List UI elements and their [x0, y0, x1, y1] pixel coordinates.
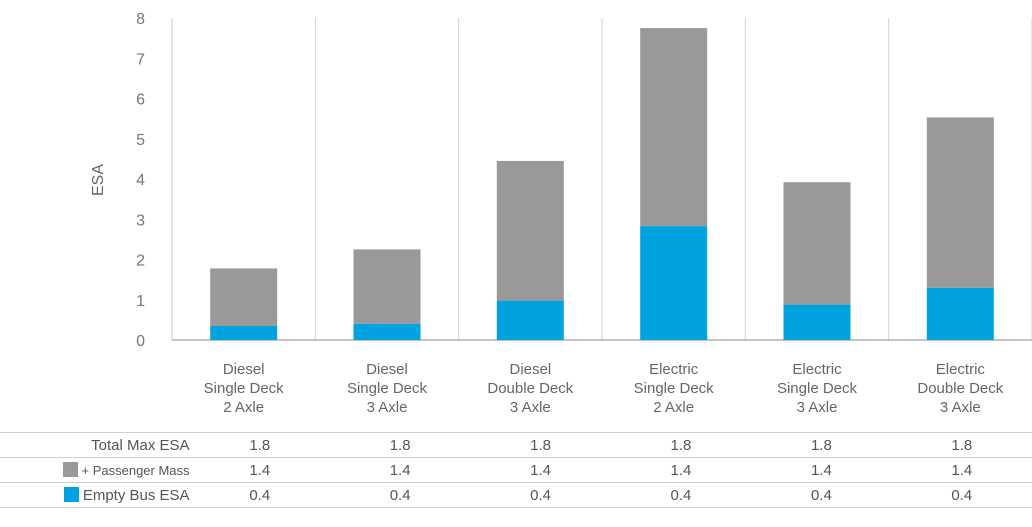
- y-ticks: 0 1 2 3 4 5 6 7 8: [136, 11, 145, 350]
- table-row: + Passenger Mass 1.4 1.4 1.4 1.4 1.4 1.4: [0, 457, 1032, 483]
- x-tick-label: Electric Double Deck 3 Axle: [917, 361, 1003, 416]
- y-tick-label: 5: [136, 132, 145, 149]
- y-tick-label: 3: [136, 212, 145, 229]
- table-cell: 1.8: [470, 432, 611, 458]
- row-label-text: Empty Bus ESA: [82, 486, 190, 504]
- bar-segment: [926, 117, 994, 288]
- table-cell: 1.4: [189, 457, 330, 483]
- grid-layer: [171, 18, 1032, 341]
- row-label: Total Max ESA: [0, 432, 190, 458]
- table-cell: 0.4: [891, 482, 1032, 508]
- x-tick-label: Diesel Double Deck 3 Axle: [487, 361, 573, 416]
- bar-segment: [496, 300, 564, 340]
- data-table: Total Max ESA 1.8 1.8 1.8 1.8 1.8 1.8 + Passeng…: [0, 432, 1032, 508]
- category-labels: Diesel Single Deck 2 Axle Diesel Single Deck…: [204, 361, 1004, 416]
- y-tick-label: 2: [136, 253, 145, 270]
- table-cell: 1.8: [751, 432, 892, 458]
- table-cell: 0.4: [329, 482, 471, 508]
- bar-segment: [353, 323, 421, 340]
- table-cell: 1.8: [891, 432, 1032, 458]
- table-cell: 1.4: [751, 457, 892, 483]
- bar-segment: [210, 325, 278, 340]
- y-tick-label: 1: [136, 293, 145, 310]
- bar-segment: [783, 182, 851, 305]
- y-tick-label: 4: [136, 172, 145, 189]
- x-tick-label: Diesel Single Deck 3 Axle: [347, 361, 428, 416]
- x-tick-label: Electric Single Deck 2 Axle: [634, 361, 715, 416]
- table-cell: 1.4: [891, 457, 1032, 483]
- bar-segment: [210, 268, 278, 326]
- y-axis-label: ESA: [90, 164, 107, 196]
- table-cell: 1.8: [610, 432, 752, 458]
- table-row: Total Max ESA 1.8 1.8 1.8 1.8 1.8 1.8: [0, 432, 1032, 458]
- bar-segment: [783, 304, 851, 340]
- row-label: Empty Bus ESA: [0, 482, 190, 508]
- bar-segment: [496, 160, 564, 301]
- bar-segment: [640, 226, 708, 340]
- x-tick-label: Electric Single Deck 3 Axle: [777, 361, 858, 416]
- table-cell: 1.8: [189, 432, 330, 458]
- table-cell: 1.4: [329, 457, 471, 483]
- table-cell: 0.4: [189, 482, 330, 508]
- bar-segment: [640, 28, 708, 227]
- table-cell: 1.4: [470, 457, 611, 483]
- legend-swatch: [63, 486, 79, 502]
- y-tick-label: 6: [136, 92, 145, 109]
- table-cell: 0.4: [610, 482, 752, 508]
- table-cell: 0.4: [751, 482, 892, 508]
- row-label-text: + Passenger Mass: [81, 462, 190, 478]
- y-tick-label: 7: [136, 51, 145, 68]
- table-cell: 1.8: [329, 432, 471, 458]
- bar-segment: [926, 287, 994, 340]
- bars-layer: [210, 28, 994, 340]
- row-label: + Passenger Mass: [0, 457, 190, 483]
- legend-swatch: [62, 461, 78, 477]
- table-cell: 0.4: [470, 482, 611, 508]
- bar-segment: [353, 249, 421, 324]
- row-label-text: Total Max ESA: [91, 436, 190, 454]
- y-tick-label: 0: [136, 333, 145, 350]
- y-tick-label: 8: [136, 11, 145, 28]
- x-tick-label: Diesel Single Deck 2 Axle: [204, 361, 285, 416]
- table-row: Empty Bus ESA 0.4 0.4 0.4 0.4 0.4 0.4: [0, 482, 1032, 508]
- table-cell: 1.4: [610, 457, 752, 483]
